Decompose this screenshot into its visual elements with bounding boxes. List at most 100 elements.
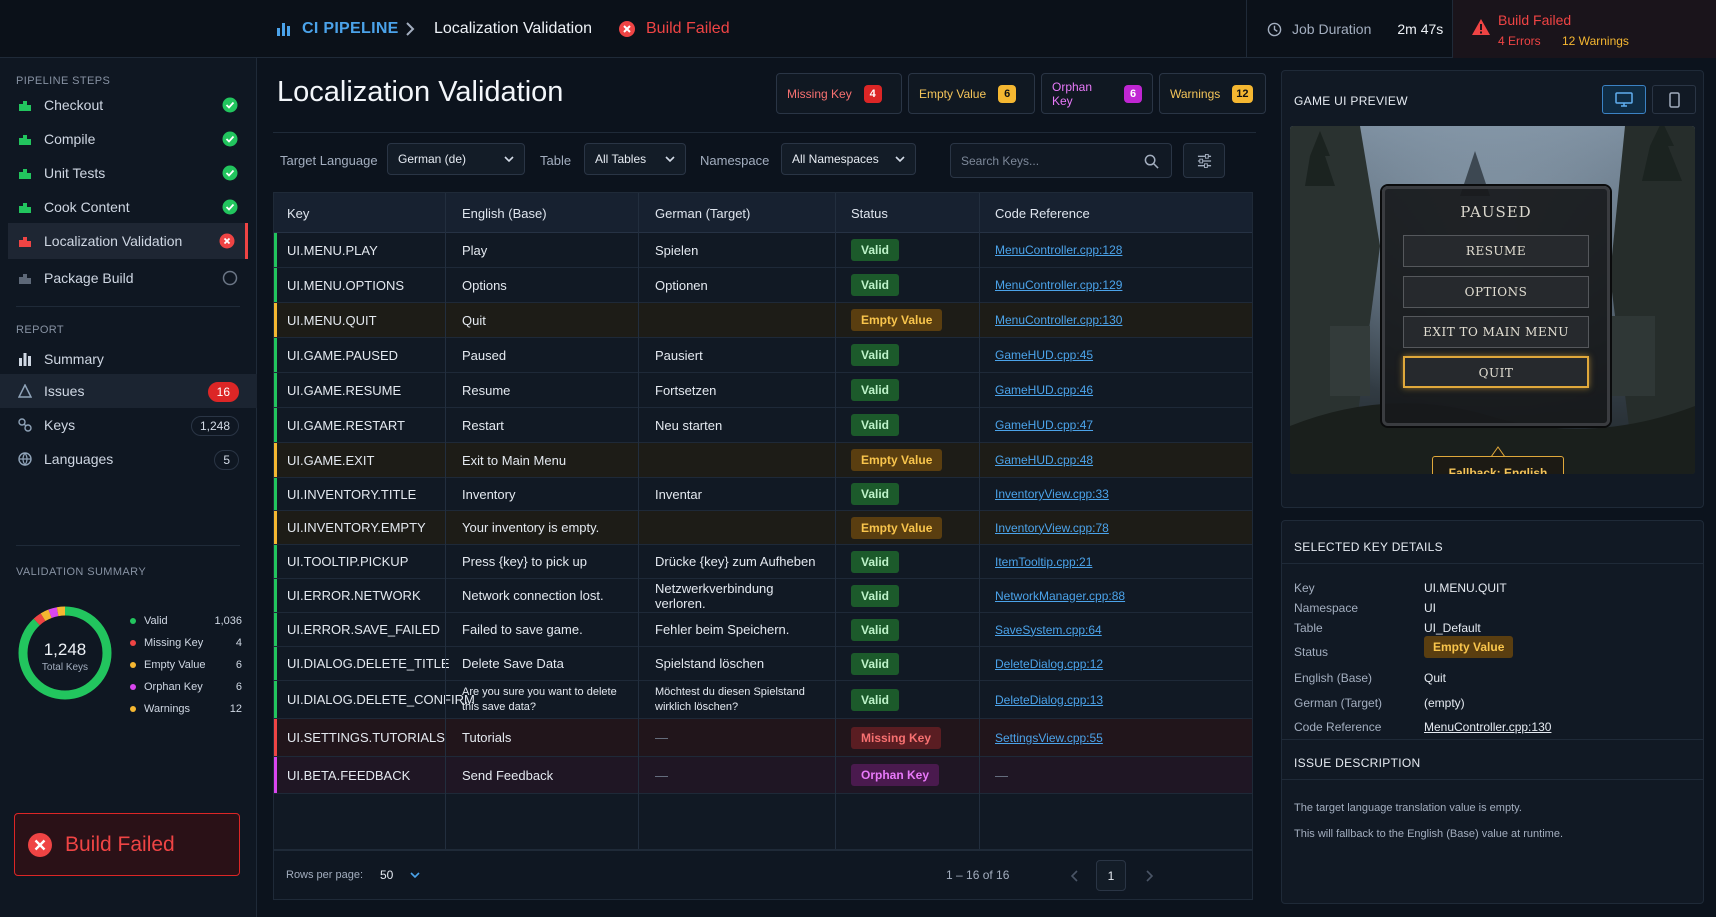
- column-header-english[interactable]: English (Base): [462, 206, 547, 221]
- code-reference-link[interactable]: SettingsView.cpp:55: [995, 730, 1103, 745]
- table-row[interactable]: UI.DIALOG.DELETE_CONFIRM Are you sure you…: [274, 681, 1252, 719]
- resume-menu-button[interactable]: RESUME: [1403, 235, 1589, 267]
- code-reference-link[interactable]: GameHUD.cpp:48: [995, 453, 1094, 467]
- table-row[interactable]: UI.GAME.RESTART Restart Neu starten Valid Ga…: [274, 408, 1252, 443]
- quit-menu-button[interactable]: QUIT: [1403, 356, 1589, 388]
- rows-per-page-select[interactable]: 50: [380, 868, 394, 882]
- desktop-view-toggle[interactable]: [1602, 85, 1646, 114]
- column-header-status[interactable]: Status: [851, 206, 888, 221]
- column-header-german[interactable]: German (Target): [655, 206, 751, 221]
- chevron-right-icon[interactable]: [1145, 870, 1153, 882]
- report-item-keys[interactable]: Keys 1,248: [0, 408, 257, 442]
- code-reference-link[interactable]: GameHUD.cpp:46: [995, 383, 1094, 397]
- legend-swatch: [130, 662, 136, 668]
- page-number-button[interactable]: 1: [1096, 860, 1126, 891]
- table-row[interactable]: UI.GAME.EXIT Exit to Main Menu Empty Value…: [274, 443, 1252, 478]
- error-count: 4 Errors: [1498, 34, 1541, 48]
- cell-german: Netzwerkverbindung verloren.: [655, 580, 774, 611]
- build-failed-banner[interactable]: Build Failed: [14, 813, 240, 876]
- step-checkout[interactable]: Checkout: [8, 87, 248, 123]
- report-item-summary[interactable]: Summary: [0, 342, 257, 376]
- exit-to-main-menu-button[interactable]: EXIT TO MAIN MENU: [1403, 316, 1589, 348]
- table-row[interactable]: UI.ERROR.SAVE_FAILED Failed to save game.…: [274, 613, 1252, 647]
- cell-status: Valid: [851, 545, 900, 578]
- code-reference-link[interactable]: GameHUD.cpp:45: [995, 348, 1094, 362]
- mobile-view-toggle[interactable]: [1652, 85, 1696, 114]
- search-input[interactable]: Search Keys...: [950, 143, 1172, 178]
- table-row[interactable]: UI.INVENTORY.EMPTY Your inventory is empt…: [274, 511, 1252, 545]
- chip-missing-key[interactable]: Missing Key 4: [776, 73, 902, 114]
- step-unit-tests[interactable]: Unit Tests: [8, 155, 248, 191]
- code-reference-empty: —: [995, 767, 1008, 783]
- report-item-issues[interactable]: Issues 16: [0, 374, 257, 408]
- options-menu-button[interactable]: OPTIONS: [1403, 276, 1589, 308]
- chevron-down-icon[interactable]: [410, 872, 420, 879]
- code-reference-link[interactable]: SaveSystem.cpp:64: [995, 622, 1102, 637]
- table-row[interactable]: UI.DIALOG.DELETE_TITLE Delete Save Data Sp…: [274, 647, 1252, 681]
- table-row[interactable]: UI.BETA.FEEDBACK Send Feedback — Orphan Key…: [274, 757, 1252, 794]
- table-row[interactable]: UI.MENU.OPTIONS Options Optionen Valid MenuC…: [274, 268, 1252, 303]
- code-reference-link[interactable]: MenuController.cpp:128: [995, 243, 1123, 257]
- step-localization-validation[interactable]: Localization Validation: [8, 223, 248, 259]
- column-header-key[interactable]: Key: [287, 206, 310, 221]
- step-cook-content[interactable]: Cook Content: [8, 189, 248, 225]
- cell-key: UI.BETA.FEEDBACK: [287, 767, 411, 783]
- code-reference-link[interactable]: InventoryView.cpp:78: [995, 520, 1109, 535]
- table-row[interactable]: UI.MENU.QUIT Quit Empty Value MenuControlle…: [274, 303, 1252, 338]
- table-row[interactable]: UI.SETTINGS.TUTORIALS Tutorials — Missing K…: [274, 719, 1252, 757]
- step-package-build[interactable]: Package Build: [8, 260, 248, 296]
- cell-key: UI.GAME.RESTART: [287, 417, 405, 433]
- key-icon: [18, 418, 32, 432]
- table-header: Key English (Base) German (Target) Statu…: [274, 193, 1252, 233]
- table-row[interactable]: UI.GAME.PAUSED Paused Pausiert Valid GameHUD…: [274, 338, 1252, 373]
- table-select[interactable]: All Tables: [584, 143, 686, 175]
- cell-german: [655, 303, 827, 337]
- total-keys-value: 1,248: [43, 640, 87, 659]
- table-row[interactable]: UI.ERROR.NETWORK Network connection lost.…: [274, 579, 1252, 613]
- status-badge: Valid: [851, 274, 900, 296]
- column-header-code-reference[interactable]: Code Reference: [995, 206, 1090, 221]
- code-reference-link[interactable]: MenuController.cpp:130: [995, 313, 1123, 327]
- step-label: Package Build: [44, 270, 134, 286]
- chip-warnings[interactable]: Warnings 12: [1159, 73, 1266, 114]
- divider: [1282, 739, 1703, 740]
- table-row[interactable]: UI.TOOLTIP.PICKUP Press {key} to pick up D…: [274, 545, 1252, 579]
- chip-empty-value[interactable]: Empty Value 6: [908, 73, 1035, 114]
- code-reference-link[interactable]: GameHUD.cpp:47: [995, 418, 1094, 432]
- cell-status: Empty Value: [851, 511, 943, 544]
- chevron-left-icon[interactable]: [1071, 870, 1079, 882]
- code-reference-link[interactable]: ItemTooltip.cpp:21: [995, 554, 1093, 569]
- target-language-select[interactable]: German (de): [387, 143, 525, 175]
- code-reference-link[interactable]: InventoryView.cpp:33: [995, 487, 1109, 501]
- code-reference-link[interactable]: DeleteDialog.cpp:12: [995, 656, 1104, 671]
- chip-orphan-key[interactable]: Orphan Key 6: [1041, 73, 1153, 114]
- build-summary-box[interactable]: Build Failed 4 Errors 12 Warnings: [1452, 0, 1716, 58]
- filter-settings-button[interactable]: [1183, 143, 1225, 178]
- table-row[interactable]: UI.INVENTORY.TITLE Inventory Inventar Valid…: [274, 478, 1252, 511]
- step-label: Compile: [44, 131, 96, 147]
- detail-value: UI_Default: [1424, 621, 1481, 635]
- table-row[interactable]: UI.GAME.RESUME Resume Fortsetzen Valid GameH…: [274, 373, 1252, 408]
- legend-label: Empty Value: [144, 659, 206, 671]
- report-item-label: Languages: [44, 451, 114, 467]
- table-row[interactable]: UI.MENU.PLAY Play Spielen Valid MenuControll…: [274, 233, 1252, 268]
- legend-item-empty-value: Empty Value 6: [130, 657, 242, 673]
- code-reference-link[interactable]: MenuController.cpp:129: [995, 278, 1123, 292]
- breadcrumb-ci-pipeline[interactable]: CI PIPELINE: [276, 0, 399, 58]
- cell-key: UI.INVENTORY.EMPTY: [287, 520, 426, 535]
- check-circle-icon: [222, 199, 238, 215]
- step-compile[interactable]: Compile: [8, 121, 248, 157]
- legend-value: 12: [229, 703, 242, 715]
- cell-key: UI.ERROR.NETWORK: [287, 588, 421, 603]
- cell-code-reference: MenuController.cpp:128: [995, 233, 1122, 267]
- cell-english: Network connection lost.: [462, 588, 604, 603]
- detail-code-reference-link[interactable]: MenuController.cpp:130: [1424, 720, 1552, 734]
- namespace-select[interactable]: All Namespaces: [781, 143, 916, 175]
- code-reference-link[interactable]: DeleteDialog.cpp:13: [995, 692, 1104, 707]
- report-item-languages[interactable]: Languages 5: [0, 442, 257, 476]
- step-label: Cook Content: [44, 199, 130, 215]
- cell-code-reference: GameHUD.cpp:47: [995, 408, 1093, 442]
- pipeline-steps-heading: PIPELINE STEPS: [16, 75, 111, 87]
- cell-key: UI.GAME.PAUSED: [287, 347, 399, 363]
- code-reference-link[interactable]: NetworkManager.cpp:88: [995, 588, 1126, 603]
